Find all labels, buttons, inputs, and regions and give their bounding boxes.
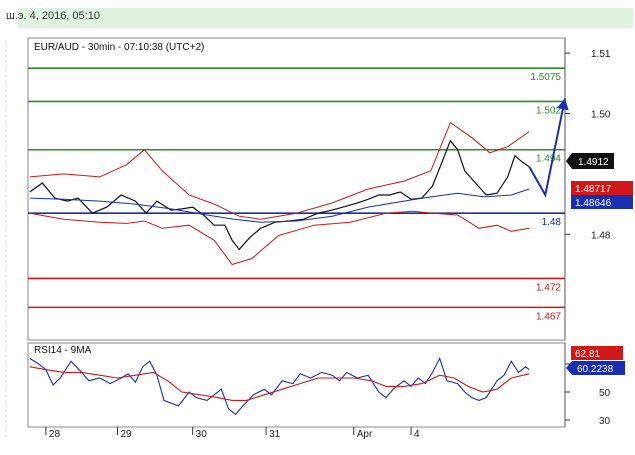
x-tick-label-5: 4	[414, 429, 420, 440]
rsi-tick-label-1: 50	[599, 388, 611, 399]
projection-arrowhead	[556, 98, 569, 111]
ma-tag: 1.48646	[571, 195, 633, 209]
upper-band-label: 1.48717	[575, 184, 612, 195]
ma-label: 1.48646	[575, 198, 612, 209]
current-price-label: 1.4912	[578, 157, 609, 168]
price-panel-frame	[27, 37, 566, 341]
price-series-2	[29, 121, 530, 220]
rsi-value-tag: 60.2238	[566, 361, 625, 375]
x-tick-label-4: Apr	[357, 429, 373, 440]
price-chart-title: EUR/AUD - 30min - 07:10:38 (UTC+2)	[34, 42, 204, 53]
top-bar-background	[18, 8, 633, 28]
level-label-1: 1.502	[536, 105, 561, 116]
level-label-5: 1.467	[536, 311, 561, 322]
price-tick-label-1: 1.50	[591, 110, 611, 121]
price-series-1	[29, 188, 530, 223]
price-series-0	[29, 139, 530, 251]
upper-band-tag: 1.48717	[571, 181, 633, 195]
current-price-tag: 1.4912	[566, 153, 614, 169]
rsi-ma-label: 62.81	[575, 349, 600, 360]
level-label-4: 1.472	[536, 282, 561, 293]
rsi-value-label: 60.2238	[577, 364, 614, 375]
rsi-chart-title: RSI14 - 9MA	[34, 345, 92, 356]
level-label-3: 1.48	[542, 217, 562, 228]
x-tick-label-2: 30	[196, 429, 208, 440]
level-label-0: 1.5075	[530, 72, 561, 83]
x-tick-label-1: 29	[121, 429, 133, 440]
x-tick-label-3: 31	[269, 429, 281, 440]
price-tick-label-2: 1.48	[591, 230, 611, 241]
price-tick-label-0: 1.51	[591, 49, 611, 60]
top-bar: ш.э. 4, 2016, 05:10	[0, 0, 635, 28]
rsi-ma-tag: 62.81	[571, 346, 623, 360]
rsi-series-0	[29, 356, 530, 416]
rsi-series-1	[29, 366, 530, 401]
date-label: ш.э. 4, 2016, 05:10	[6, 10, 100, 22]
left-toolbar	[0, 38, 12, 438]
price-series-4	[528, 98, 566, 198]
price-series-3	[29, 210, 530, 266]
x-tick-label-0: 28	[49, 429, 61, 440]
level-label-2: 1.494	[536, 154, 561, 165]
rsi-tick-label-2: 30	[599, 416, 611, 427]
